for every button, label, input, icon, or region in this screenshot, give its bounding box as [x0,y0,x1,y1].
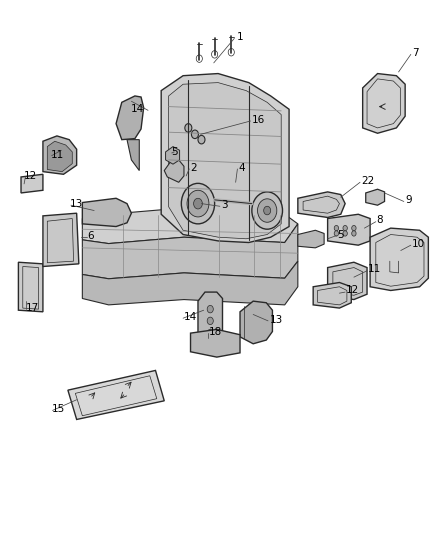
Text: 17: 17 [25,303,39,313]
Polygon shape [166,147,180,164]
Circle shape [352,231,356,236]
Polygon shape [82,261,298,305]
Text: 12: 12 [24,171,37,181]
Polygon shape [82,208,298,244]
Polygon shape [363,74,405,133]
Polygon shape [82,224,298,279]
Circle shape [334,225,339,231]
Circle shape [194,198,202,209]
Polygon shape [191,329,240,357]
Circle shape [343,225,347,231]
Polygon shape [240,301,272,344]
Polygon shape [298,230,324,248]
Polygon shape [82,198,131,227]
Polygon shape [47,141,72,172]
Polygon shape [169,83,281,239]
Text: 11: 11 [50,150,64,159]
Polygon shape [198,292,223,344]
Text: 5: 5 [171,147,177,157]
Polygon shape [116,96,144,140]
Text: 15: 15 [52,405,65,414]
Circle shape [352,225,356,231]
Polygon shape [298,192,345,217]
Polygon shape [68,370,164,419]
Polygon shape [370,228,428,290]
Text: 7: 7 [412,49,418,58]
Text: 12: 12 [346,286,359,295]
Circle shape [185,124,192,132]
Text: 10: 10 [412,239,425,248]
Circle shape [258,199,277,222]
Circle shape [343,231,347,236]
Text: 3: 3 [221,200,228,210]
Circle shape [181,183,215,224]
Circle shape [252,192,283,229]
Circle shape [198,135,205,144]
Text: 18: 18 [209,327,222,337]
Text: 1: 1 [237,33,243,42]
Circle shape [187,190,209,217]
Text: 9: 9 [405,195,412,205]
Text: 13: 13 [70,199,83,208]
Polygon shape [21,174,43,193]
Circle shape [334,231,339,236]
Polygon shape [328,262,367,300]
Polygon shape [43,213,79,266]
Polygon shape [43,136,77,174]
Polygon shape [366,189,385,205]
Text: 16: 16 [252,115,265,125]
Circle shape [207,305,213,313]
Text: 4: 4 [239,163,245,173]
Text: 22: 22 [361,176,374,186]
Text: 14: 14 [131,104,145,114]
Polygon shape [161,74,289,243]
Polygon shape [328,214,370,245]
Polygon shape [127,140,139,171]
Circle shape [191,130,198,139]
Text: 6: 6 [88,231,94,240]
Circle shape [264,206,271,215]
Text: 2: 2 [191,163,197,173]
Polygon shape [313,282,351,308]
Text: 13: 13 [269,315,283,325]
Text: 14: 14 [184,312,197,322]
Polygon shape [18,262,43,312]
Text: 5: 5 [337,230,344,239]
Polygon shape [164,160,184,182]
Circle shape [207,317,213,325]
Text: 11: 11 [368,264,381,274]
Text: 8: 8 [377,215,383,225]
Circle shape [207,329,213,337]
